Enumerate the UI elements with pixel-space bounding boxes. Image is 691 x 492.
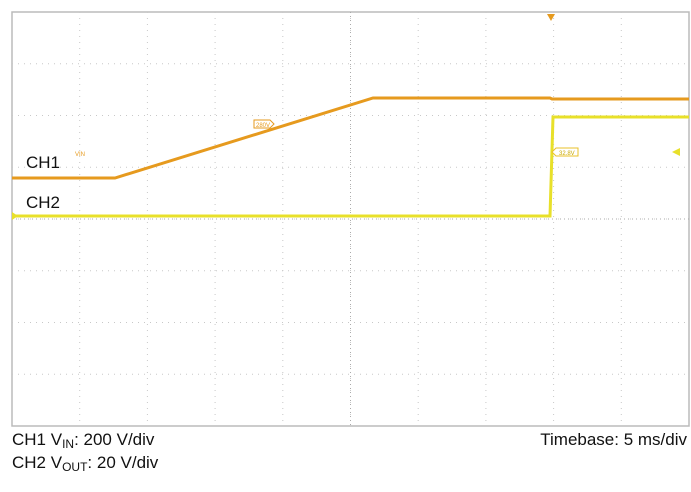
ch2-trace (12, 115, 689, 218)
caption-text: : 200 V/div (74, 430, 155, 449)
caption-ch1: CH1 VIN: 200 V/div (12, 430, 154, 451)
ch2-level-marker (12, 212, 18, 220)
caption-timebase: Timebase: 5 ms/div (540, 430, 687, 449)
trigger-level-marker (672, 148, 680, 156)
ch2-marker: 32.8V (559, 151, 575, 157)
screen-border (11, 11, 690, 427)
ch1-tag: VIN (75, 152, 85, 158)
ch1-label: CH1 (26, 153, 60, 172)
caption-sub: OUT (62, 460, 88, 474)
ch2-label: CH2 (26, 193, 60, 212)
scope-display: 280V 32.8V CH1 VIN CH2 (11, 11, 690, 427)
caption-text: CH2 V (12, 453, 63, 472)
ch1-marker-box (253, 119, 275, 129)
caption-ch2: CH2 VOUT: 20 V/div (12, 453, 158, 474)
caption-sub: IN (62, 437, 75, 451)
ch1-marker: 280V (256, 123, 270, 129)
caption-text: : 20 V/div (87, 453, 159, 472)
caption-text: CH1 V (12, 430, 63, 449)
ch2-marker-box (551, 147, 579, 157)
trigger-marker (547, 14, 555, 21)
ch1-trace (12, 96, 689, 180)
